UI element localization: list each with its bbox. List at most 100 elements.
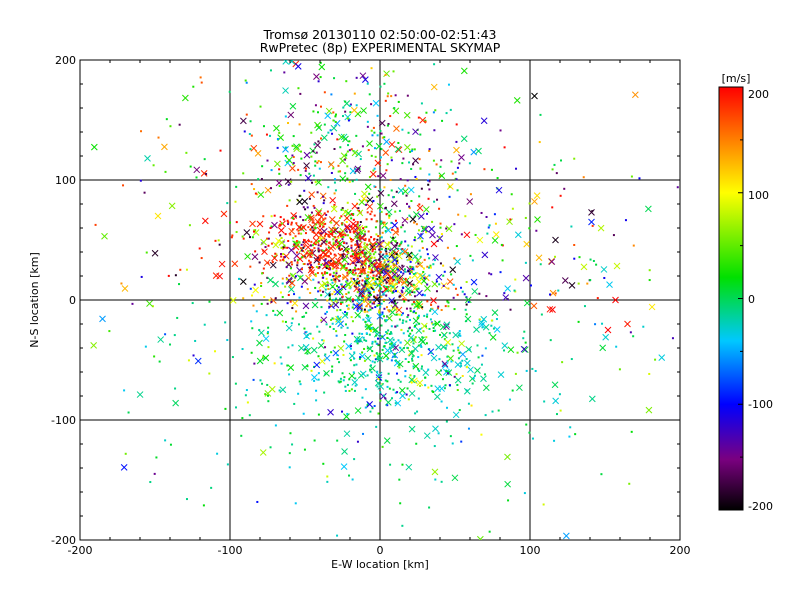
data-point	[281, 277, 284, 280]
data-point	[397, 100, 400, 103]
data-point	[282, 146, 289, 153]
data-point	[492, 231, 500, 238]
data-point	[369, 364, 372, 367]
data-point	[374, 358, 377, 361]
data-point	[108, 330, 111, 333]
data-point	[345, 247, 348, 250]
data-point	[368, 239, 371, 242]
data-point	[288, 466, 291, 469]
data-point	[303, 151, 311, 159]
data-point	[415, 288, 418, 291]
data-point	[577, 320, 580, 323]
data-point	[437, 305, 440, 308]
data-point	[367, 288, 370, 291]
data-point	[288, 373, 291, 376]
data-point	[420, 265, 423, 268]
data-point	[90, 342, 98, 349]
data-point	[191, 302, 194, 305]
data-point	[424, 285, 431, 292]
data-point	[381, 231, 384, 234]
data-point	[397, 141, 400, 144]
data-point	[275, 179, 283, 187]
data-point	[317, 342, 325, 349]
data-point	[265, 133, 268, 136]
data-point	[390, 359, 393, 362]
data-point	[428, 225, 435, 233]
data-point	[319, 161, 322, 164]
data-point	[446, 246, 449, 249]
data-point	[297, 168, 300, 171]
data-point	[380, 132, 383, 135]
data-point	[367, 291, 370, 294]
data-point	[422, 330, 425, 333]
data-point	[375, 269, 382, 277]
data-point	[433, 129, 436, 132]
data-point	[417, 116, 420, 119]
data-point	[363, 300, 366, 303]
data-point	[366, 282, 369, 285]
data-point	[493, 213, 496, 216]
data-point	[284, 115, 287, 118]
data-point	[413, 239, 416, 242]
data-point	[371, 302, 374, 305]
data-point	[310, 211, 313, 214]
data-point	[379, 172, 387, 179]
data-point	[317, 263, 320, 266]
data-point	[341, 257, 344, 260]
data-point	[251, 294, 254, 297]
data-point	[573, 257, 576, 260]
data-point	[389, 309, 396, 316]
data-point	[350, 388, 353, 391]
data-point	[252, 286, 259, 294]
data-point	[364, 251, 367, 254]
data-point	[306, 251, 313, 258]
data-point	[272, 280, 279, 288]
data-point	[318, 218, 325, 226]
data-point	[349, 258, 357, 266]
data-point	[336, 240, 344, 248]
data-point	[412, 350, 415, 353]
data-point	[499, 271, 502, 274]
data-point	[361, 250, 364, 253]
data-point	[279, 223, 282, 226]
data-point	[302, 249, 305, 252]
data-point	[369, 365, 376, 372]
data-point	[346, 412, 349, 415]
data-point	[618, 368, 621, 371]
data-point	[351, 202, 359, 210]
data-point	[428, 148, 431, 151]
data-point	[370, 103, 373, 106]
data-point	[390, 332, 393, 335]
data-point	[402, 192, 405, 195]
data-point	[531, 437, 534, 440]
data-point	[358, 284, 361, 287]
data-point	[420, 187, 423, 190]
data-point	[364, 237, 367, 240]
data-point	[299, 174, 302, 177]
data-point	[380, 324, 383, 327]
data-point	[253, 283, 256, 286]
data-point	[404, 285, 412, 293]
data-point	[408, 326, 411, 329]
data-point	[319, 76, 322, 79]
data-point	[349, 298, 352, 301]
data-point	[524, 261, 527, 264]
data-point	[151, 249, 159, 257]
data-point	[320, 319, 323, 322]
data-point	[458, 332, 461, 335]
data-point	[460, 364, 463, 367]
data-point	[372, 288, 375, 291]
data-point	[310, 369, 313, 372]
data-point	[377, 377, 380, 380]
data-point	[392, 264, 395, 267]
data-point	[365, 323, 372, 331]
data-point	[383, 394, 386, 397]
data-point	[366, 243, 369, 246]
data-point	[362, 76, 369, 84]
data-point	[395, 190, 398, 193]
data-point	[344, 249, 347, 252]
data-point	[259, 449, 267, 456]
data-point	[328, 297, 331, 300]
data-point	[297, 392, 300, 395]
